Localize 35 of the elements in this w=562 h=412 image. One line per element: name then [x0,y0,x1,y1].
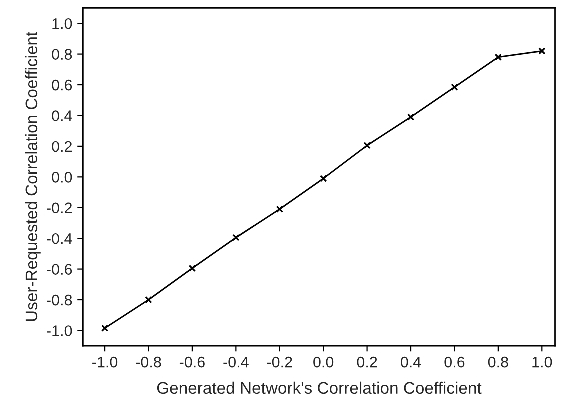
x-tick-label: 0.4 [400,356,422,368]
y-tick-label: 0.2 [52,141,72,152]
point [320,175,328,182]
y-tick-label: -1.0 [47,326,72,336]
point [451,84,458,91]
point [276,206,284,214]
y-tick-label: 1.0 [52,18,72,30]
point [494,54,502,61]
y-tick-label: -0.6 [47,264,72,275]
point [232,234,240,242]
x-tick-label: 0.0 [314,356,334,368]
point [364,142,371,150]
x-tick-label: -0.6 [180,356,205,368]
x-tick-label: -0.4 [224,356,249,368]
y-axis-title: User-Requested Correlation Coefficient [25,32,41,322]
x-tick-label: -0.2 [267,356,292,368]
y-tick-label: -0.4 [47,233,72,244]
point [538,48,546,55]
y-tick-label: 0.4 [52,110,72,122]
y-tick-label: 0.6 [52,80,72,91]
point [145,296,152,304]
x-tick-label: -1.0 [92,356,118,368]
y-tick-label: 0.0 [52,172,72,183]
y-tick-label: -0.8 [47,294,72,306]
x-tick-label: 0.6 [444,356,465,368]
y-tick-label: -0.2 [47,202,72,214]
x-tick-label: 0.8 [488,356,508,368]
x-tick-label: 0.2 [357,356,378,368]
point [407,114,415,121]
point [188,264,196,272]
y-tick-label: 0.8 [52,49,72,60]
x-axis-title: Generated Network's Correlation Coefficient [157,382,482,394]
point [101,324,109,332]
x-tick-label: 1.0 [532,356,552,368]
x-tick-label: -0.8 [136,356,162,368]
